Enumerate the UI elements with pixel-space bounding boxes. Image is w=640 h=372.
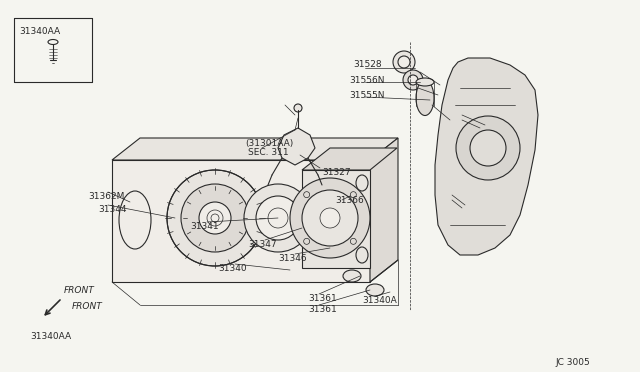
Text: 31556N: 31556N	[349, 76, 385, 85]
Circle shape	[302, 190, 358, 246]
Ellipse shape	[343, 270, 361, 282]
Ellipse shape	[416, 80, 434, 115]
Text: (31301AA): (31301AA)	[245, 139, 293, 148]
Ellipse shape	[408, 75, 418, 85]
Ellipse shape	[393, 51, 415, 73]
Polygon shape	[302, 170, 370, 268]
Text: 31340AA: 31340AA	[30, 332, 71, 341]
Ellipse shape	[356, 175, 368, 191]
Ellipse shape	[119, 191, 151, 249]
Circle shape	[244, 184, 312, 252]
Circle shape	[456, 116, 520, 180]
Text: 31340AA: 31340AA	[19, 27, 60, 36]
Text: 31362M: 31362M	[88, 192, 124, 201]
Ellipse shape	[403, 70, 423, 90]
Circle shape	[199, 202, 231, 234]
Text: 31555N: 31555N	[349, 91, 385, 100]
Polygon shape	[112, 138, 398, 160]
Circle shape	[320, 208, 340, 228]
Text: 31340A: 31340A	[362, 296, 397, 305]
Text: 31528: 31528	[353, 60, 381, 69]
Circle shape	[294, 104, 302, 112]
Polygon shape	[435, 58, 538, 255]
Text: 31344: 31344	[98, 205, 127, 214]
Text: JC 3005: JC 3005	[555, 358, 589, 367]
Text: 31340: 31340	[218, 264, 246, 273]
Text: 31346: 31346	[278, 254, 307, 263]
Polygon shape	[278, 128, 315, 165]
Text: FRONT: FRONT	[72, 302, 103, 311]
Text: 31366: 31366	[335, 196, 364, 205]
Circle shape	[181, 184, 249, 252]
Text: 31347: 31347	[248, 240, 276, 249]
Circle shape	[290, 178, 370, 258]
Text: 31361: 31361	[308, 305, 337, 314]
Circle shape	[256, 196, 300, 240]
Text: 31361: 31361	[308, 294, 337, 303]
Polygon shape	[370, 138, 398, 282]
Ellipse shape	[356, 247, 368, 263]
Text: 31341: 31341	[190, 222, 219, 231]
Circle shape	[470, 130, 506, 166]
Polygon shape	[112, 160, 370, 282]
Text: 31327: 31327	[322, 168, 351, 177]
Ellipse shape	[398, 56, 410, 68]
Polygon shape	[302, 148, 397, 170]
Ellipse shape	[366, 284, 384, 296]
Text: FRONT: FRONT	[64, 286, 95, 295]
Ellipse shape	[416, 78, 434, 86]
Text: SEC. 311: SEC. 311	[248, 148, 289, 157]
Circle shape	[167, 170, 263, 266]
